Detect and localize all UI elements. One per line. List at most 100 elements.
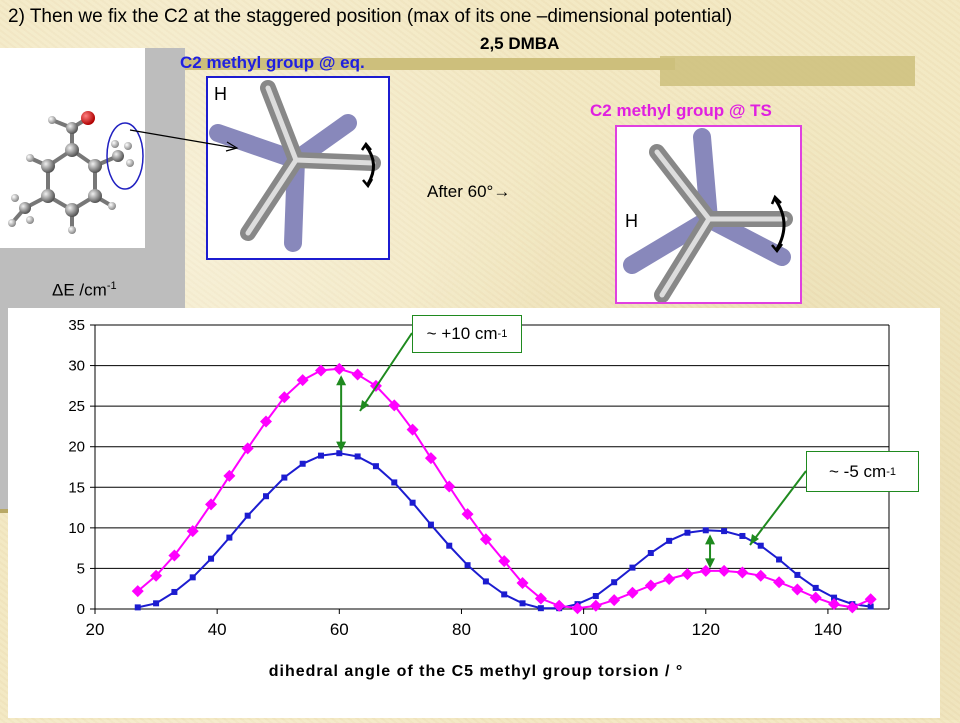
series-1-point [791, 583, 804, 596]
series-0-point [831, 594, 838, 601]
series-0-point [208, 555, 215, 562]
x-axis-label: dihedral angle of the C5 methyl group to… [269, 663, 684, 680]
series-1-point [241, 442, 254, 455]
series-0-point [812, 584, 819, 591]
series-0-point [299, 460, 306, 467]
chart-axes: 0 5 10 15 20 25 30 35 20 40 60 80 100 120 140 [68, 317, 890, 639]
series-1-point [131, 585, 144, 598]
after-rotation-label: After 60°→ [427, 182, 511, 201]
y-tick-label: 25 [68, 398, 85, 415]
series-0-point [171, 588, 178, 595]
series-1-point [773, 576, 786, 589]
series-1-point [589, 599, 602, 612]
series-1-point [406, 423, 419, 436]
slide-title: 2) Then we fix the C2 at the staggered p… [8, 6, 733, 27]
series-1-point [644, 579, 657, 592]
y-tick-label: 20 [68, 439, 85, 456]
series-1-point [333, 362, 346, 375]
series-0-point [519, 600, 526, 607]
eq-h-label: H [214, 84, 227, 104]
series-1-point [608, 594, 621, 607]
x-tick-label: 140 [814, 620, 842, 639]
series-1-point [553, 599, 566, 612]
arrow-minus-5-head-top [705, 534, 716, 545]
leader-minus-5-head [750, 534, 759, 545]
x-tick-label: 20 [86, 620, 105, 639]
arrow-minus-5-head-bottom [705, 558, 716, 569]
series-0-point [592, 593, 599, 600]
series-0-point [721, 528, 728, 535]
series-0-point [391, 479, 398, 486]
series-1-point [150, 569, 163, 582]
series-0-point [226, 534, 233, 541]
series-1-point [663, 572, 676, 585]
series-0-point [702, 527, 709, 534]
series-0-point [629, 564, 636, 571]
chart-annotation-arrows [336, 332, 807, 569]
series-0-point [409, 499, 416, 506]
series-1 [131, 362, 877, 615]
y-tick-label: 5 [77, 560, 85, 577]
accent-bar-right [660, 56, 915, 86]
series-0-point [354, 453, 361, 460]
ts-projection-drawing [623, 128, 793, 303]
series-0-point [281, 474, 288, 481]
series-0-point [611, 579, 618, 586]
series-1-point [479, 533, 492, 546]
ts-h-label: H [625, 211, 638, 231]
chart-area: 0 5 10 15 20 25 30 35 20 40 60 80 100 120 140 dihedral… [8, 308, 940, 718]
callout-minus-5-text: ~ -5 cm [829, 461, 887, 481]
series-0-point [757, 542, 764, 549]
series-1-point [699, 564, 712, 577]
series-0-point [263, 493, 270, 500]
series-1-point [168, 549, 181, 562]
delta-e-sup: -1 [106, 280, 117, 292]
eq-projection-drawing [209, 80, 381, 252]
arrow-plus-10-head-top [336, 375, 347, 386]
series-0-point [739, 532, 746, 539]
series-1-point [846, 601, 859, 614]
series-1-point [828, 598, 841, 611]
y-tick-label: 10 [68, 520, 85, 537]
x-tick-label: 80 [452, 620, 471, 639]
ts-newman-image: H [615, 125, 802, 304]
series-1-point [626, 586, 639, 599]
accent-bar [185, 58, 675, 70]
series-1-point [351, 368, 364, 381]
series-1-point [278, 391, 291, 404]
y-tick-label: 30 [68, 358, 85, 375]
series-0 [134, 450, 874, 612]
series-0-point [134, 604, 141, 611]
molecule-name: 2,5 DMBA [480, 34, 560, 53]
molecule-drawing [8, 111, 144, 234]
x-tick-label: 40 [208, 620, 227, 639]
series-1-point [718, 564, 731, 577]
series-0-point [482, 578, 489, 585]
series-1-point [864, 593, 877, 606]
series-1-point [461, 508, 474, 521]
x-tick-label: 100 [569, 620, 597, 639]
series-1-point [296, 374, 309, 387]
callout-minus-5: ~ -5 cm -1 [806, 451, 919, 492]
callout-plus-10: ~ +10 cm -1 [412, 315, 522, 353]
series-0-point [464, 562, 471, 569]
molecule-image [0, 48, 145, 248]
series-1-point [223, 469, 236, 482]
series-1-point [424, 452, 437, 465]
series-0-point [501, 591, 508, 598]
series-0-point [647, 550, 654, 557]
y-tick-label: 0 [77, 601, 85, 618]
ts-label: C2 methyl group @ TS [590, 101, 772, 120]
series-0-point [244, 512, 251, 519]
series-1-point [516, 577, 529, 590]
series-1-point [571, 602, 584, 615]
series-1-point [498, 555, 511, 568]
callout-plus-10-sup: -1 [497, 328, 508, 340]
leader-plus-10-head [360, 400, 369, 411]
series-1-point [681, 568, 694, 581]
series-1-point [205, 498, 218, 511]
series-1-point [754, 569, 767, 582]
series-0-point [776, 556, 783, 563]
eq-label: C2 methyl group @ eq. [180, 53, 365, 72]
x-tick-label: 60 [330, 620, 349, 639]
